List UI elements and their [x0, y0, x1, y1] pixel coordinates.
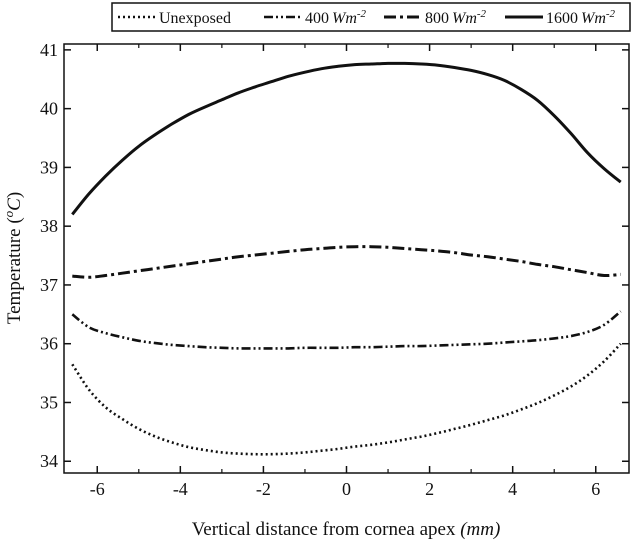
series-line-1600: [71, 61, 622, 216]
x-axis-title: Vertical distance from cornea apex (mm): [192, 519, 501, 540]
x-tick-label: -6: [90, 479, 105, 499]
legend-label: 1600 Wm-2: [546, 8, 616, 27]
x-tick-label: 4: [508, 479, 517, 499]
series-line-400: [71, 310, 622, 350]
y-tick-label: 41: [40, 40, 58, 60]
x-tick-label: -2: [256, 479, 271, 499]
legend-label: Unexposed: [159, 10, 231, 27]
y-axis-title: Temperature (oC): [1, 192, 25, 324]
series-line-800: [72, 245, 621, 279]
legend: Unexposed 400 Wm-2 800 Wm-2 1600 Wm-2: [111, 2, 631, 32]
legend-label: 400 Wm-2: [305, 8, 367, 27]
x-tick-label: 6: [591, 479, 600, 499]
y-tick-label: 35: [40, 392, 58, 412]
series-line-unexposed: [71, 342, 622, 456]
y-tick-label: 40: [40, 99, 58, 119]
x-tick-label: 0: [342, 479, 351, 499]
legend-box: [111, 2, 631, 32]
y-tick-label: 36: [40, 334, 58, 354]
y-tick-label: 37: [40, 275, 58, 295]
y-tick-label: 38: [40, 216, 58, 236]
x-tick-label: 2: [425, 479, 434, 499]
x-tick-label: -4: [173, 479, 188, 499]
plot-area-frame: [63, 43, 630, 474]
y-tick-label: 34: [40, 451, 58, 471]
y-tick-label: 39: [40, 157, 58, 177]
legend-label: 800 Wm-2: [425, 8, 487, 27]
